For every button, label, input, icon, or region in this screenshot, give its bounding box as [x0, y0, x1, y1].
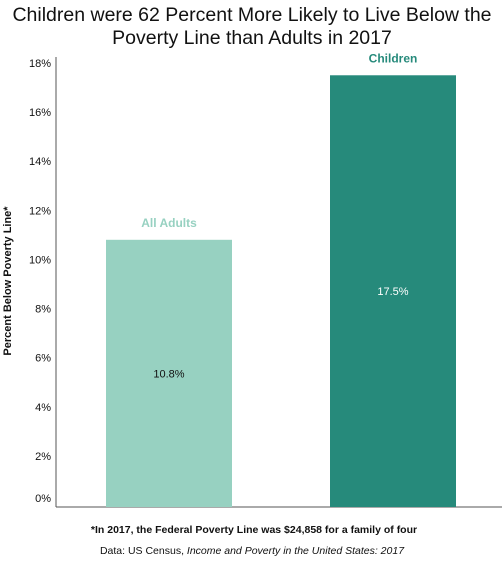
bar-children — [330, 75, 456, 508]
y-tick-label: 0% — [35, 493, 51, 505]
bar-all-adults — [106, 239, 232, 508]
y-tick-label: 10% — [29, 254, 51, 266]
source-title: Income and Poverty in the United States:… — [186, 545, 405, 557]
chart-title: Children were 62 Percent More Likely to … — [0, 4, 504, 50]
poverty-line-footnote: *In 2017, the Federal Poverty Line was $… — [90, 524, 418, 536]
y-tick-label: 6% — [35, 353, 51, 365]
y-tick-label: 16% — [29, 107, 51, 119]
chart-title-line-2: Poverty Line than Adults in 2017 — [112, 27, 392, 49]
chart-title-line-1: Children were 62 Percent More Likely to … — [12, 4, 492, 26]
y-tick-label: 4% — [35, 402, 51, 414]
category-label: Children — [369, 51, 418, 65]
y-tick-label: 12% — [29, 205, 51, 217]
y-tick-label: 18% — [29, 58, 51, 70]
y-tick-label: 2% — [35, 451, 51, 463]
category-label: All Adults — [141, 216, 197, 230]
y-axis-title: Percent Below Poverty Line* — [2, 206, 14, 356]
y-tick-label: 8% — [35, 304, 51, 316]
bar-value-label: 10.8% — [153, 368, 184, 380]
source-prefix: Data: US Census, — [99, 545, 187, 557]
data-source-note: Data: US Census, Income and Poverty in t… — [0, 545, 504, 557]
y-tick-label: 14% — [29, 156, 51, 168]
bar-value-label: 17.5% — [377, 286, 408, 298]
